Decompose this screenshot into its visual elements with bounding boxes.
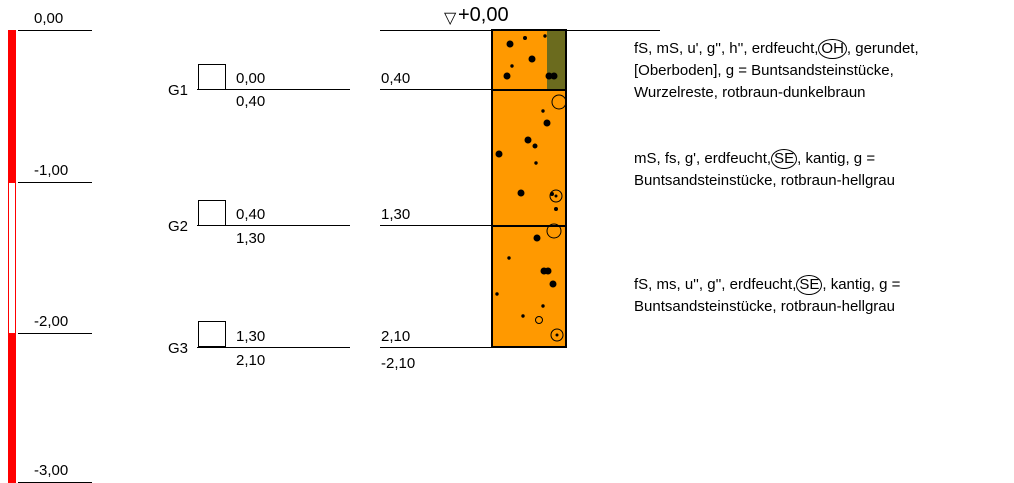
scale-tick-0 bbox=[18, 30, 92, 31]
scale-bar-segment-1 bbox=[8, 30, 16, 182]
soil-group-badge: OH bbox=[818, 39, 847, 59]
sample-line bbox=[197, 225, 350, 226]
soil-group-badge: SE bbox=[796, 275, 823, 295]
sample-box bbox=[198, 321, 226, 347]
scale-label-2: -2,00 bbox=[34, 313, 69, 330]
layer-boundary-3 bbox=[380, 347, 492, 348]
scale-label-0: 0,00 bbox=[34, 10, 64, 27]
layer-1-line-2: [Oberboden], g = Buntsandsteinstücke, bbox=[634, 62, 894, 79]
layer-depth-label-1: 0,40 bbox=[381, 70, 411, 87]
cobble-symbols bbox=[535, 94, 567, 342]
layer-description-2: mS, fs, g', erdfeucht, SE, kantig, g = Bu… bbox=[634, 148, 895, 192]
layer-2-line-1: mS, fs, g', erdfeucht, SE, kantig, g = bbox=[634, 149, 876, 169]
layer-boundary-2 bbox=[380, 225, 492, 226]
layer-3-line-2: Buntsandsteinstücke, rotbraun-hellgrau bbox=[634, 298, 895, 315]
scale-tick-2 bbox=[18, 333, 92, 334]
layer-depth-label-2: 1,30 bbox=[381, 206, 411, 223]
layer-1-line-3: Wurzelreste, rotbraun-dunkelbraun bbox=[634, 84, 866, 101]
sample-bottom-depth: 0,40 bbox=[236, 93, 266, 110]
scale-bar-segment-3 bbox=[8, 333, 16, 483]
layer-3-line-1: fS, ms, u'', g'', erdfeucht, SE, kantig, … bbox=[634, 275, 901, 295]
final-depth-label: -2,10 bbox=[381, 355, 416, 372]
sample-top-depth: 1,30 bbox=[236, 328, 266, 345]
sample-box bbox=[198, 64, 226, 90]
layer-depth-label-3: 2,10 bbox=[381, 328, 411, 345]
sample-id: G3 bbox=[168, 340, 189, 357]
layer-boundary-1 bbox=[380, 89, 492, 90]
scale-label-3: -3,00 bbox=[34, 462, 69, 479]
surface-level-symbol: ▽ bbox=[444, 10, 457, 27]
soil-group-badge: SE bbox=[771, 149, 798, 169]
sample-id: G1 bbox=[168, 82, 189, 99]
scale-label-1: -1,00 bbox=[34, 162, 69, 179]
topsoil-strip bbox=[547, 31, 565, 89]
scale-bar-segment-2 bbox=[8, 182, 16, 334]
surface-level-label: +0,00 bbox=[458, 4, 509, 26]
depth-scale: 0,00 -1,00 -2,00 -3,00 bbox=[0, 0, 100, 483]
sample-line bbox=[197, 89, 350, 90]
scale-tick-1 bbox=[18, 182, 92, 183]
layer-1-line-1: fS, mS, u', g'', h'', erdfeucht, OH, geru… bbox=[634, 39, 919, 59]
borehole-column bbox=[491, 29, 567, 348]
layer-description-1: fS, mS, u', g'', h'', erdfeucht, OH, geru… bbox=[634, 38, 919, 104]
layer-2-line-2: Buntsandsteinstücke, rotbraun-hellgrau bbox=[634, 172, 895, 189]
soil-layer-2 bbox=[491, 89, 567, 227]
sample-top-depth: 0,40 bbox=[236, 206, 266, 223]
sample-top-depth: 0,00 bbox=[236, 70, 266, 87]
gravel-symbols bbox=[495, 34, 558, 318]
sample-id: G2 bbox=[168, 218, 189, 235]
sample-line bbox=[197, 347, 350, 348]
sample-bottom-depth: 2,10 bbox=[236, 352, 266, 369]
sample-box bbox=[198, 200, 226, 226]
layer-description-3: fS, ms, u'', g'', erdfeucht, SE, kantig, … bbox=[634, 274, 900, 318]
sample-bottom-depth: 1,30 bbox=[236, 230, 266, 247]
